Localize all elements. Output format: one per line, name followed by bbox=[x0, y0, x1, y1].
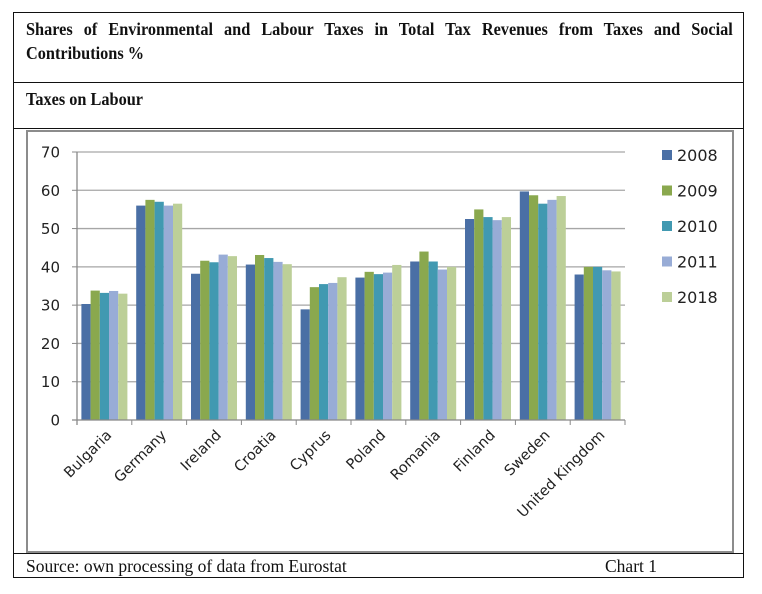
bar-bulgaria-2011 bbox=[109, 290, 119, 420]
bar-poland-2009 bbox=[364, 271, 374, 420]
bar-croatia-2011 bbox=[273, 261, 283, 420]
chart-subtitle: Taxes on Labour bbox=[26, 89, 143, 109]
legend-swatch bbox=[662, 185, 672, 196]
x-tick-label: Croatia bbox=[231, 428, 279, 476]
legend-label: 2011 bbox=[677, 253, 718, 272]
x-tick-label: Bulgaria bbox=[61, 428, 115, 482]
y-axis-ticks: 0 10 20 30 40 50 60 70 bbox=[41, 144, 77, 430]
legend-swatch bbox=[662, 150, 672, 160]
legend-item-2009: 2009 bbox=[662, 182, 718, 201]
bar-romania-2018 bbox=[447, 266, 457, 420]
x-tick-label: Romania bbox=[388, 428, 444, 484]
bar-sweden-2008 bbox=[519, 191, 529, 420]
bar-poland-2018 bbox=[392, 264, 402, 420]
legend-item-2018: 2018 bbox=[662, 288, 718, 307]
legend-label: 2008 bbox=[677, 146, 718, 165]
bar-sweden-2018 bbox=[556, 196, 566, 420]
bar-croatia-2009 bbox=[255, 254, 265, 420]
bar-united-kingdom-2009 bbox=[583, 266, 593, 420]
x-tick-label: Poland bbox=[344, 428, 390, 474]
bar-ireland-2010 bbox=[209, 262, 219, 420]
bar-united-kingdom-2018 bbox=[611, 271, 621, 420]
y-tick-label: 0 bbox=[50, 412, 60, 430]
y-tick-label: 10 bbox=[41, 373, 60, 391]
bar-united-kingdom-2010 bbox=[593, 266, 603, 420]
x-tick-label: Sweden bbox=[502, 428, 554, 480]
bar-romania-2011 bbox=[437, 269, 447, 420]
bar-germany-2010 bbox=[154, 201, 164, 420]
legend-label: 2018 bbox=[677, 288, 718, 307]
legend-item-2010: 2010 bbox=[662, 217, 718, 236]
bar-poland-2011 bbox=[383, 272, 393, 420]
bar-poland-2008 bbox=[355, 277, 365, 420]
source-note: Source: own processing of data from Euro… bbox=[26, 556, 347, 576]
bars bbox=[81, 191, 621, 420]
y-tick-label: 30 bbox=[41, 297, 60, 315]
bar-sweden-2010 bbox=[538, 203, 548, 420]
bar-croatia-2008 bbox=[245, 264, 255, 420]
bar-finland-2018 bbox=[501, 217, 511, 420]
bar-cyprus-2011 bbox=[328, 282, 338, 420]
bar-finland-2011 bbox=[492, 220, 502, 420]
bar-finland-2008 bbox=[465, 219, 475, 420]
legend-swatch bbox=[662, 256, 672, 267]
bar-cyprus-2010 bbox=[319, 284, 329, 420]
bar-germany-2009 bbox=[145, 199, 155, 420]
bar-germany-2018 bbox=[173, 203, 183, 420]
subtitle-row: Taxes on Labour bbox=[14, 83, 743, 129]
bar-romania-2010 bbox=[428, 261, 438, 420]
legend-label: 2009 bbox=[677, 182, 718, 201]
chart-number: Chart 1 bbox=[605, 556, 658, 576]
x-tick-label: Germany bbox=[112, 427, 171, 486]
bar-sweden-2009 bbox=[529, 195, 539, 420]
bar-croatia-2010 bbox=[264, 258, 274, 420]
y-tick-label: 20 bbox=[41, 335, 60, 353]
bar-sweden-2011 bbox=[547, 199, 557, 420]
legend-label: 2010 bbox=[677, 217, 718, 236]
figure-title: Shares of Environmental and Labour Taxes… bbox=[26, 19, 733, 63]
bar-ireland-2018 bbox=[227, 256, 237, 420]
bar-ireland-2009 bbox=[200, 260, 210, 420]
bar-romania-2009 bbox=[419, 251, 429, 420]
x-tick-label: Finland bbox=[451, 428, 499, 476]
bar-croatia-2018 bbox=[282, 264, 292, 420]
bar-cyprus-2018 bbox=[337, 277, 347, 420]
y-tick-label: 70 bbox=[41, 144, 60, 162]
bar-germany-2011 bbox=[163, 205, 173, 420]
y-tick-label: 40 bbox=[41, 258, 60, 276]
bar-ireland-2008 bbox=[191, 273, 201, 420]
bar-united-kingdom-2011 bbox=[602, 270, 612, 420]
x-tick-label: Ireland bbox=[178, 428, 225, 475]
x-tick-label: Cyprus bbox=[287, 428, 334, 475]
axes bbox=[72, 152, 626, 425]
legend-item-2008: 2008 bbox=[662, 146, 718, 165]
source-row: Source: own processing of data from Euro… bbox=[14, 553, 743, 578]
figure-table: Shares of Environmental and Labour Taxes… bbox=[13, 12, 744, 578]
bar-bulgaria-2009 bbox=[90, 290, 100, 420]
legend: 2008 2009 2010 2011 2018 bbox=[662, 146, 718, 307]
bar-finland-2009 bbox=[474, 209, 484, 420]
bar-bulgaria-2008 bbox=[81, 303, 91, 420]
y-tick-label: 50 bbox=[41, 220, 60, 238]
bar-romania-2008 bbox=[410, 261, 420, 420]
bar-germany-2008 bbox=[136, 205, 146, 420]
y-tick-label: 60 bbox=[41, 182, 60, 200]
legend-item-2011: 2011 bbox=[662, 253, 718, 272]
bar-bulgaria-2010 bbox=[99, 292, 109, 420]
bar-poland-2010 bbox=[373, 274, 383, 420]
title-row: Shares of Environmental and Labour Taxes… bbox=[14, 13, 743, 83]
bar-united-kingdom-2008 bbox=[574, 274, 584, 420]
bar-cyprus-2009 bbox=[309, 287, 319, 420]
legend-swatch bbox=[662, 221, 672, 231]
chart-frame bbox=[26, 130, 734, 553]
bar-cyprus-2008 bbox=[300, 309, 310, 420]
legend-swatch bbox=[662, 292, 672, 302]
bar-finland-2010 bbox=[483, 217, 493, 420]
bar-ireland-2011 bbox=[218, 254, 228, 420]
bar-bulgaria-2018 bbox=[118, 293, 128, 420]
